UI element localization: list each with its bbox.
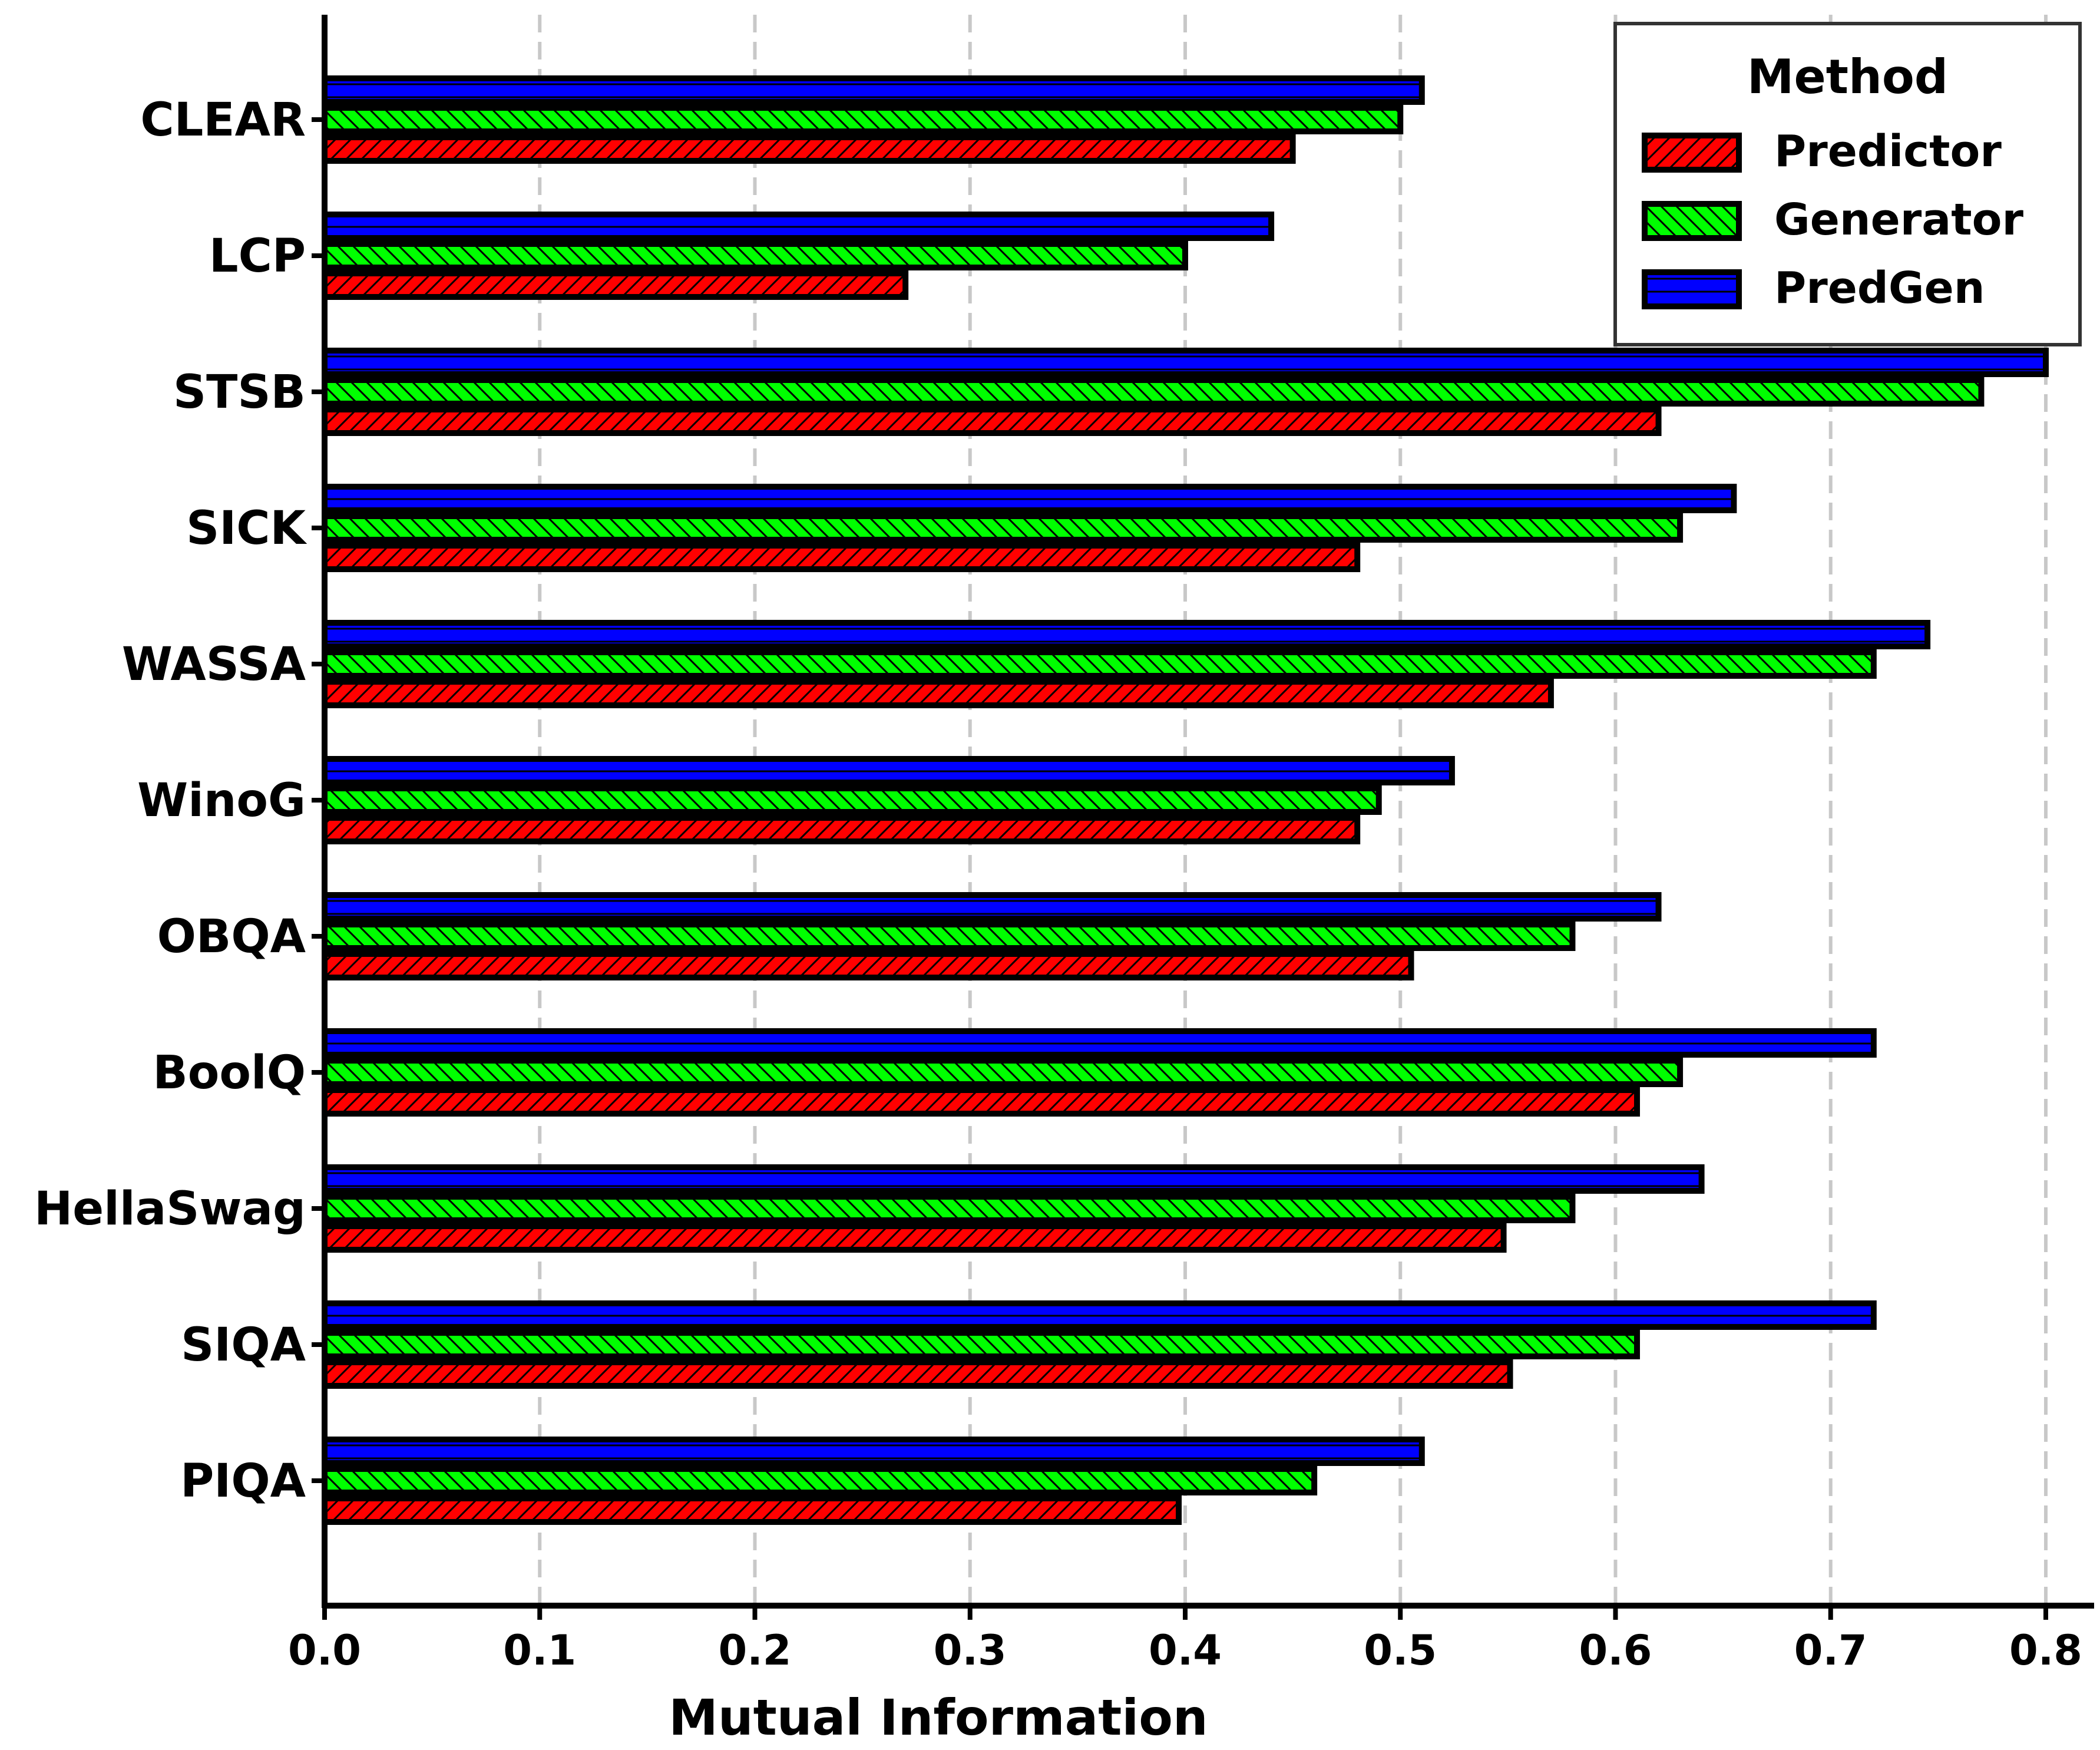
legend-label-generator: Generator [1774,194,2023,245]
bar-outline-clear-predictor [322,134,1296,164]
bar-outline-sick-predictor [322,543,1361,572]
bar-outline-clear-predgen [322,75,1425,105]
bar-outline-obqa-predictor [322,951,1414,980]
bar-outline-piqa-predictor [322,1495,1182,1525]
y-tick-label-hellaswag: HellaSwag [34,1183,306,1236]
x-axis-title: Mutual Information [669,1689,1208,1746]
bar-outline-winog-generator [322,785,1382,815]
x-tick-label-0.8: 0.8 [2009,1626,2082,1675]
y-tick-label-stsb: STSB [173,366,306,419]
bar-outline-piqa-generator [322,1466,1318,1495]
y-tick-label-piqa: PIQA [180,1455,306,1508]
legend-label-predgen: PredGen [1774,263,1985,313]
legend-swatch-outline-predictor [1642,133,1742,173]
bar-outline-boolq-predictor [322,1087,1641,1117]
bar-outline-stsb-predgen [322,348,2049,377]
bar-outline-siqa-predgen [322,1300,1877,1330]
y-tick-label-wassa: WASSA [122,638,306,691]
y-tick-label-clear: CLEAR [140,94,306,147]
x-tick-label-0.0: 0.0 [288,1626,361,1675]
bar-outline-hellaswag-predictor [322,1223,1507,1253]
bar-outline-lcp-predgen [322,212,1275,241]
legend-swatch-outline-generator [1642,201,1742,241]
x-tick-label-0.1: 0.1 [503,1626,576,1675]
x-tick-label-0.7: 0.7 [1794,1626,1867,1675]
bars [322,75,2049,1525]
y-tick-label-lcp: LCP [209,230,306,283]
axes: CLEAR LCP STSB SICK WASSA WinoG OBQA BoolQ Hella… [34,15,2094,1675]
x-tick-label-0.2: 0.2 [718,1626,791,1675]
bar-outline-obqa-generator [322,922,1576,951]
bar-outline-boolq-generator [322,1058,1684,1087]
bar-outline-hellaswag-predgen [322,1164,1705,1194]
bar-outline-stsb-predictor [322,407,1662,436]
bar-outline-sick-generator [322,513,1684,543]
bar-outline-wassa-predgen [322,620,1931,649]
bar-outline-winog-predgen [322,756,1455,785]
bar-outline-lcp-generator [322,241,1188,270]
bar-outline-stsb-generator [322,377,1985,407]
bar-outline-siqa-generator [322,1330,1641,1359]
bar-outline-piqa-predgen [322,1437,1425,1466]
bar-outline-wassa-generator [322,649,1877,679]
x-tick-label-0.6: 0.6 [1579,1626,1652,1675]
bar-outline-siqa-predictor [322,1359,1513,1389]
x-tick-label-0.3: 0.3 [934,1626,1007,1675]
y-tick-label-sick: SICK [186,502,307,555]
y-tick-label-obqa: OBQA [157,910,306,963]
bar-outline-winog-predictor [322,815,1361,844]
bar-outline-wassa-predictor [322,679,1554,708]
bar-outline-clear-generator [322,105,1404,134]
bar-outline-obqa-predgen [322,892,1662,922]
bar-outline-sick-predgen [322,484,1737,513]
legend-label-predictor: Predictor [1774,126,2002,177]
bar-outline-hellaswag-generator [322,1194,1576,1223]
legend: Method Predictor Generator PredGen [1613,22,2082,346]
y-tick-label-winog: WinoG [137,774,306,827]
y-tick-label-siqa: SIQA [181,1319,306,1372]
bar-outline-lcp-predictor [322,270,909,300]
y-tick-label-boolq: BoolQ [153,1046,306,1099]
x-tick-label-0.4: 0.4 [1149,1626,1222,1675]
x-tick-label-0.5: 0.5 [1364,1626,1437,1675]
legend-swatch-outline-predgen [1642,269,1742,309]
legend-title: Method [1747,49,1948,104]
bar-outline-boolq-predgen [322,1028,1877,1058]
legend-box [1613,22,2082,346]
